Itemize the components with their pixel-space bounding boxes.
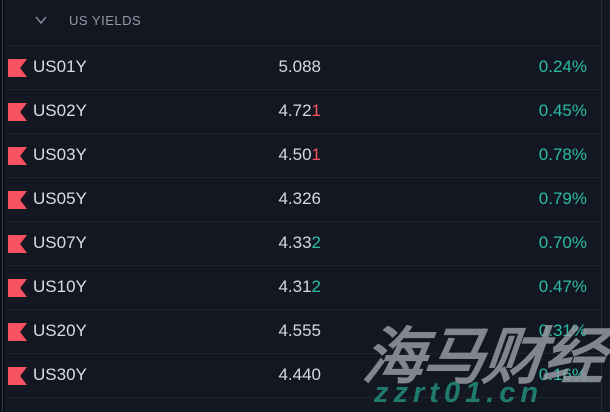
group-title: US YIELDS [69, 13, 142, 28]
table-row-us30y[interactable]: US30Y 4.440 0.16% [5, 353, 601, 397]
value-main: 4.72 [278, 101, 312, 120]
table-row-us07y[interactable]: US07Y 4.332 0.70% [5, 221, 601, 265]
change-percent: 0.70% [538, 233, 587, 252]
last-value: 4.440 [278, 365, 321, 385]
scrollbar-track-line [2, 0, 3, 412]
change-percent: 0.47% [538, 277, 587, 296]
table-row-us20y[interactable]: US20Y 4.555 0.31% [5, 309, 601, 353]
last-value: 4.312 [278, 277, 321, 297]
last-value: 4.501 [278, 145, 321, 165]
change-percent: 0.31% [538, 321, 587, 340]
symbol-label: US20Y [33, 321, 87, 340]
left-scrollbar[interactable] [0, 0, 5, 412]
value-last-digit: 2 [311, 233, 321, 252]
flag-icon[interactable] [8, 367, 27, 385]
value-last-digit: 2 [311, 277, 321, 296]
chevron-down-icon[interactable] [34, 15, 48, 25]
change-percent: 0.24% [538, 57, 587, 76]
value-main: 5.08 [278, 57, 312, 76]
symbol-label: US02Y [33, 101, 87, 120]
last-value: 4.555 [278, 321, 321, 341]
value-last-digit: 6 [311, 189, 321, 208]
value-main: 4.32 [278, 189, 312, 208]
change-percent: 0.79% [538, 189, 587, 208]
change-percent: 0.78% [538, 145, 587, 164]
flag-icon[interactable] [8, 235, 27, 253]
value-last-digit: 5 [311, 321, 321, 340]
change-percent: 0.16% [538, 365, 587, 384]
table-row-partial [5, 397, 601, 404]
symbol-label: US01Y [33, 57, 87, 76]
value-last-digit: 0 [311, 365, 321, 384]
table-row-us03y[interactable]: US03Y 4.501 0.78% [5, 133, 601, 177]
value-main: 4.55 [278, 321, 312, 340]
value-last-digit: 8 [311, 57, 321, 76]
value-last-digit: 1 [311, 101, 321, 120]
value-last-digit: 1 [311, 145, 321, 164]
flag-icon[interactable] [8, 103, 27, 121]
last-value: 5.088 [278, 57, 321, 77]
symbol-label: US10Y [33, 277, 87, 296]
symbol-label: US05Y [33, 189, 87, 208]
table-row-us02y[interactable]: US02Y 4.721 0.45% [5, 89, 601, 133]
flag-icon[interactable] [8, 191, 27, 209]
symbol-label: US30Y [33, 365, 87, 384]
last-value: 4.332 [278, 233, 321, 253]
last-value: 4.721 [278, 101, 321, 121]
value-main: 4.31 [278, 277, 312, 296]
flag-icon[interactable] [8, 59, 27, 77]
value-main: 4.33 [278, 233, 312, 252]
symbol-label: US03Y [33, 145, 87, 164]
group-header-us-yields[interactable]: US YIELDS [5, 0, 601, 45]
value-main: 4.50 [278, 145, 312, 164]
table-row-us05y[interactable]: US05Y 4.326 0.79% [5, 177, 601, 221]
symbol-label: US07Y [33, 233, 87, 252]
value-main: 4.44 [278, 365, 312, 384]
flag-icon[interactable] [8, 323, 27, 341]
watchlist-panel: US YIELDS US01Y 5.088 0.24% US02Y 4.721 … [5, 0, 602, 412]
change-percent: 0.45% [538, 101, 587, 120]
table-row-us10y[interactable]: US10Y 4.312 0.47% [5, 265, 601, 309]
last-value: 4.326 [278, 189, 321, 209]
flag-icon[interactable] [8, 147, 27, 165]
flag-icon[interactable] [8, 279, 27, 297]
table-row-us01y[interactable]: US01Y 5.088 0.24% [5, 45, 601, 89]
